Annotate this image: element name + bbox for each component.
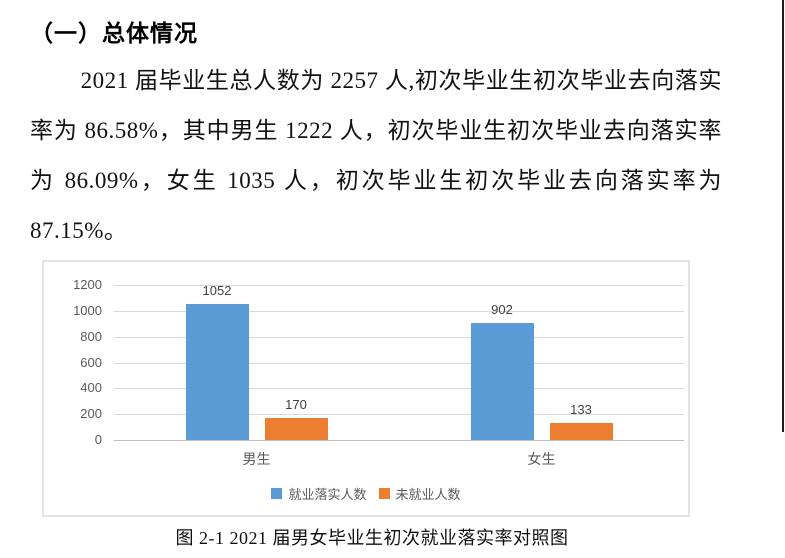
chart-legend: 就业落实人数 未就业人数	[44, 484, 688, 503]
legend-item: 未就业人数	[378, 484, 461, 503]
bar	[470, 323, 534, 440]
legend-label: 就业落实人数	[288, 487, 367, 502]
bar	[264, 418, 328, 440]
y-tick-label: 200	[80, 406, 102, 422]
legend-swatch-icon	[378, 488, 390, 499]
y-tick-label: 400	[80, 380, 102, 396]
chart-plot-area: 0 200 400 600 800 1000 1200 1052 170 男生 902 133 女生	[44, 262, 688, 515]
body-paragraph: 2021 届毕业生总人数为 2257 人,初次毕业生初次毕业去向落实率为 86.…	[30, 68, 722, 243]
gridline	[114, 362, 684, 364]
page-border-right	[782, 0, 784, 432]
gridline	[114, 285, 684, 286]
x-category-label: 男生	[242, 451, 271, 467]
gridline	[114, 310, 684, 312]
x-category-label: 女生	[527, 451, 556, 467]
employment-bar-chart: 0 200 400 600 800 1000 1200 1052 170 男生 902 133 女生 就…	[42, 260, 690, 517]
bar-value-label: 170	[285, 397, 307, 413]
legend-label: 未就业人数	[395, 487, 461, 502]
gridline	[114, 388, 684, 390]
y-tick-label: 600	[80, 354, 102, 370]
gridline	[114, 440, 684, 441]
figure-caption: 图 2-1 2021 届男女毕业生初次就业落实率对照图	[175, 528, 569, 548]
bar-value-label: 902	[491, 302, 513, 318]
gridline	[114, 414, 684, 416]
bar	[185, 304, 249, 440]
legend-swatch-icon	[271, 488, 283, 499]
y-tick-label: 1000	[73, 302, 102, 318]
y-tick-label: 800	[80, 328, 102, 344]
bar-value-label: 133	[570, 401, 592, 417]
gridline	[114, 336, 684, 338]
y-tick-label: 1200	[73, 277, 102, 292]
y-tick-label: 0	[94, 432, 102, 447]
section-heading: （一）总体情况	[30, 21, 198, 47]
bar-value-label: 1052	[202, 283, 232, 299]
bar	[549, 422, 613, 440]
legend-item: 就业落实人数	[271, 484, 367, 503]
